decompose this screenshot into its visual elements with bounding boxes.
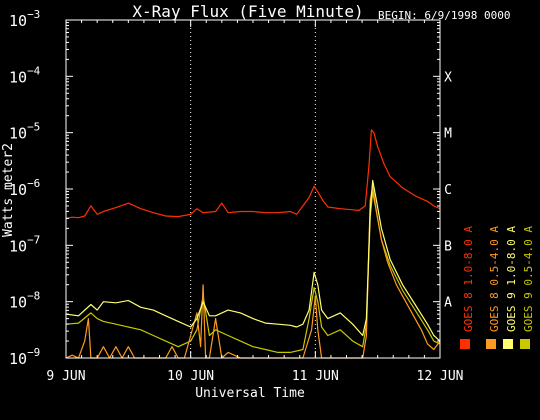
x-tick-label-0: 9 JUN	[46, 369, 85, 384]
chart-axes	[65, 19, 441, 359]
y-tick-label-3: 10−6	[9, 177, 40, 199]
x-tick-label-2: 11 JUN	[292, 369, 339, 384]
x-tick-labels: 9 JUN 10 JUN 11 JUN 12 JUN	[46, 369, 463, 384]
y-tick-label-0: 10−9	[9, 346, 40, 368]
y-tick-label-1: 10−8	[9, 290, 40, 312]
series-line-2	[65, 179, 441, 342]
legend-label-0: GOES 8 1.0-8.0 A	[462, 226, 475, 332]
y-tick-label-6: 10−3	[9, 8, 40, 30]
chart-grid	[190, 20, 316, 358]
legend-swatch-3	[520, 339, 530, 349]
plot-frame	[65, 19, 441, 359]
class-label-a: A	[444, 296, 452, 311]
legend-swatch-1	[486, 339, 496, 349]
flare-class-labels: A B C M X	[444, 70, 452, 310]
y-tick-label-5: 10−4	[9, 64, 41, 86]
class-label-m: M	[444, 127, 452, 142]
y-axis-label: Watts meter2	[1, 143, 16, 237]
series-line-3	[65, 191, 441, 353]
legend: GOES 8 1.0-8.0 A GOES 8 0.5-4.0 A GOES 9 1…	[460, 226, 535, 349]
series-layer	[65, 129, 441, 359]
legend-swatch-2	[503, 339, 513, 349]
y-tick-labels: 10−9 10−8 10−7 10−6 10−5 10−4 10−3	[9, 8, 41, 368]
class-label-b: B	[444, 239, 452, 254]
y-tick-label-2: 10−7	[9, 233, 40, 255]
legend-label-1: GOES 8 0.5-4.0 A	[488, 226, 501, 332]
begin-date-label: BEGIN: 6/9/1998 0000	[378, 9, 510, 22]
series-line-0	[65, 129, 441, 219]
x-tick-label-1: 10 JUN	[167, 369, 214, 384]
x-axis-label: Universal Time	[195, 386, 305, 401]
class-label-x: X	[444, 70, 452, 85]
y-tick-label-4: 10−5	[9, 121, 40, 143]
legend-label-2: GOES 9 1.0-8.0 A	[505, 226, 518, 332]
legend-label-3: GOES 9 0.5-4.0 A	[522, 226, 535, 332]
series-line-1	[65, 185, 441, 359]
chart-title: X-Ray Flux (Five Minute)	[132, 2, 363, 21]
class-label-c: C	[444, 183, 452, 198]
legend-swatch-0	[460, 339, 470, 349]
x-tick-label-3: 12 JUN	[417, 369, 464, 384]
